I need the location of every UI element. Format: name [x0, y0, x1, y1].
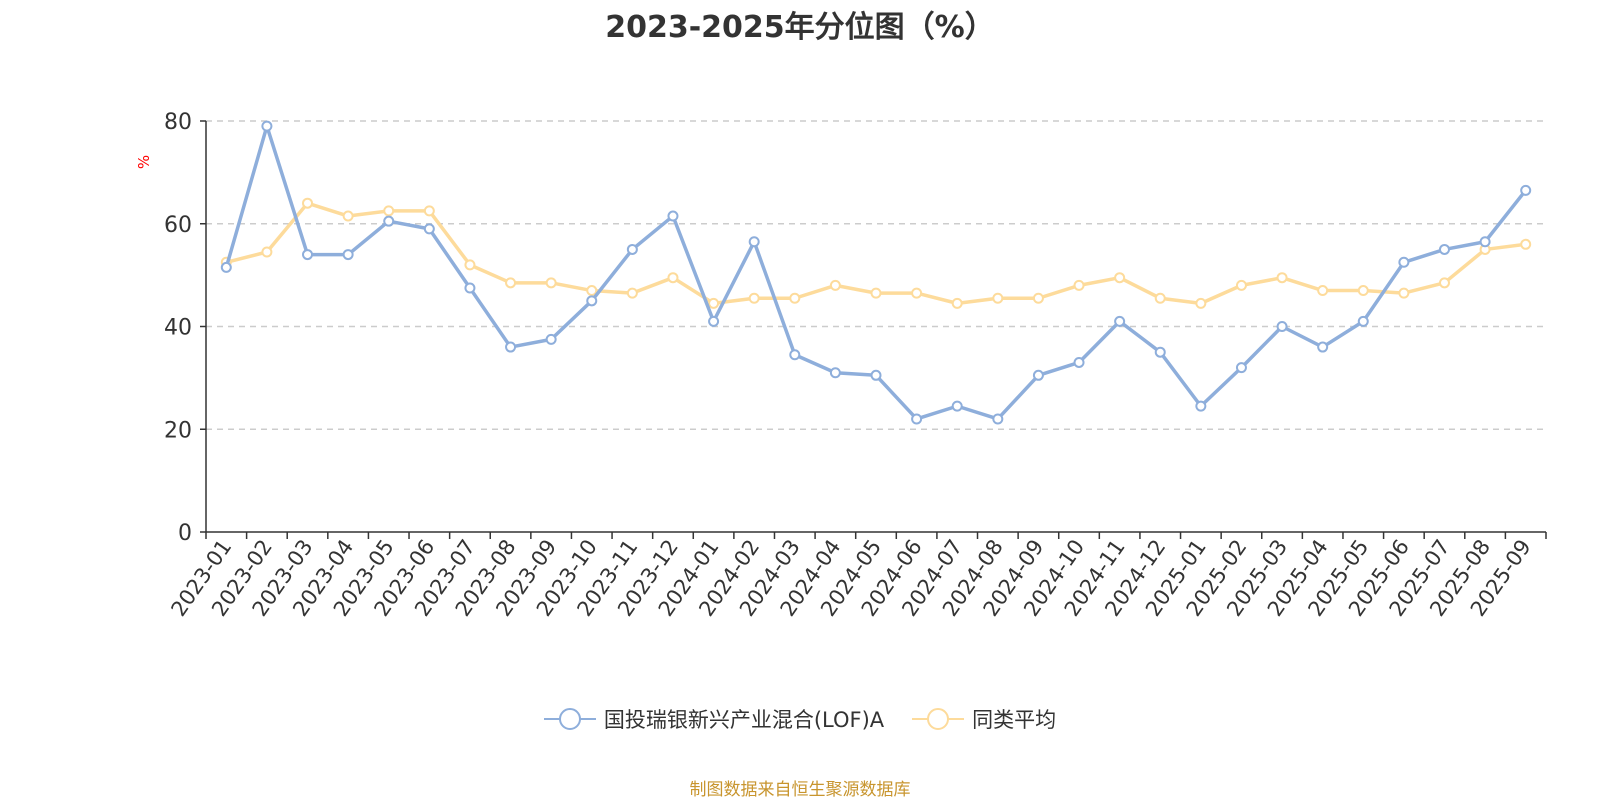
data-point	[1276, 272, 1288, 284]
legend-label-series-b: 同类平均	[972, 708, 1057, 732]
data-point	[464, 259, 476, 271]
data-point	[1235, 279, 1247, 291]
data-point	[911, 287, 923, 299]
y-axis-label: %	[135, 155, 153, 169]
data-point	[1235, 362, 1247, 374]
data-point	[708, 315, 720, 327]
data-point	[1195, 297, 1207, 309]
data-point	[1032, 292, 1044, 304]
data-point	[1520, 184, 1532, 196]
data-point	[1032, 369, 1044, 381]
legend-series-a-marker-icon	[543, 704, 596, 734]
data-point	[586, 285, 598, 297]
data-point	[302, 249, 314, 261]
data-point	[545, 277, 557, 289]
data-point	[708, 297, 720, 309]
source-note: 制图数据来自恒生聚源数据库	[689, 780, 911, 800]
data-point	[667, 272, 679, 284]
legend: 国投瑞银新兴产业混合(LOF)A 同类平均	[0, 704, 1600, 734]
data-point	[423, 205, 435, 217]
chart-title: 2023-2025年分位图（%）	[605, 10, 995, 45]
data-point	[748, 236, 760, 248]
y-tick-label: 20	[164, 418, 192, 443]
data-point	[748, 292, 760, 304]
legend-series-b-marker-icon	[912, 704, 965, 734]
y-tick-label: 0	[178, 521, 192, 546]
data-point	[789, 292, 801, 304]
y-tick-label: 80	[164, 110, 192, 135]
data-point	[829, 279, 841, 291]
data-point	[586, 295, 598, 307]
data-point	[951, 297, 963, 309]
data-point	[992, 292, 1004, 304]
data-point	[302, 197, 314, 209]
grid-lines	[206, 120, 1546, 430]
data-point	[951, 400, 963, 412]
data-point	[1114, 315, 1126, 327]
data-point	[505, 341, 517, 353]
data-point	[1276, 321, 1288, 332]
data-point	[1438, 277, 1450, 289]
data-point	[1073, 279, 1085, 291]
data-point	[1357, 315, 1369, 327]
data-point	[1114, 272, 1126, 284]
data-point	[870, 369, 882, 381]
data-point	[1398, 287, 1410, 299]
axes: 020406080%2023-012023-022023-032023-0420…	[135, 110, 1547, 621]
data-point	[1154, 346, 1166, 358]
data-point	[261, 246, 273, 258]
data-point	[1073, 356, 1085, 368]
legend-item-series-b[interactable]: 同类平均	[912, 704, 1056, 734]
data-point	[464, 282, 476, 294]
data-point	[423, 223, 435, 235]
data-point	[667, 210, 679, 222]
data-point	[626, 243, 638, 255]
data-point	[1438, 243, 1450, 255]
data-point	[220, 261, 232, 273]
data-point	[261, 120, 273, 132]
data-point	[342, 249, 354, 261]
data-point	[1398, 256, 1410, 268]
data-point	[911, 413, 923, 425]
y-tick-label: 60	[164, 213, 192, 238]
data-point	[1195, 400, 1207, 412]
data-point	[789, 349, 801, 361]
series-average	[220, 197, 1532, 309]
data-point	[992, 413, 1004, 425]
series-lines	[220, 120, 1532, 425]
data-point	[870, 287, 882, 299]
data-point	[1357, 285, 1369, 297]
data-point	[505, 277, 517, 289]
data-point	[342, 210, 354, 222]
y-tick-label: 40	[164, 316, 192, 341]
data-point	[1479, 236, 1491, 248]
data-point	[829, 367, 841, 379]
data-point	[626, 287, 638, 299]
data-point	[1154, 292, 1166, 304]
data-point	[1317, 341, 1329, 353]
data-point	[1317, 285, 1329, 297]
data-point	[383, 215, 395, 227]
data-point	[545, 333, 557, 345]
data-point	[1520, 238, 1532, 250]
data-point	[383, 205, 395, 217]
legend-label-series-a: 国投瑞银新兴产业混合(LOF)A	[603, 708, 885, 732]
series-fund	[220, 120, 1532, 425]
legend-item-series-a[interactable]: 国投瑞银新兴产业混合(LOF)A	[543, 704, 885, 734]
